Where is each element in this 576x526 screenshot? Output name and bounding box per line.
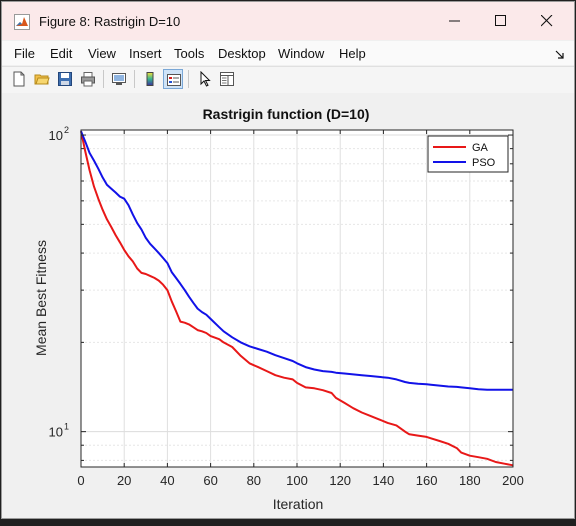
menu-bar (2, 41, 574, 65)
series-line-ga[interactable] (80, 130, 514, 467)
series-line-pso[interactable] (80, 130, 513, 391)
minimize-button[interactable] (432, 2, 478, 40)
legend-label-ga: GA (472, 142, 489, 154)
property-inspector-button[interactable] (217, 69, 237, 89)
save-icon (58, 72, 72, 86)
open-file-button[interactable] (32, 69, 52, 89)
menu-help[interactable]: Help (339, 46, 366, 61)
window-title: Figure 8: Rastrigin D=10 (39, 14, 181, 29)
menu-file[interactable]: File (14, 46, 35, 61)
tick-marks (80, 130, 514, 467)
open-file-icon (34, 74, 50, 85)
y-tick-label: 10 (49, 425, 63, 440)
x-tick-label: 100 (286, 473, 308, 488)
minimize-icon (449, 20, 460, 22)
link-plot-button[interactable] (109, 69, 129, 89)
x-tick-label: 40 (160, 473, 174, 488)
grid-lines (81, 130, 513, 467)
x-tick-label: 80 (247, 473, 261, 488)
property-inspector-icon (220, 72, 234, 86)
new-figure-icon (13, 71, 25, 87)
dock-arrow-icon[interactable] (555, 47, 565, 59)
y-tick-label-exponent: 2 (64, 125, 69, 135)
menu-desktop[interactable]: Desktop (218, 46, 266, 61)
title-bar[interactable]: Figure 8: Rastrigin D=10 (2, 2, 574, 40)
maximize-button[interactable] (478, 2, 524, 40)
colorbar-icon (146, 72, 154, 86)
x-tick-label: 140 (373, 473, 395, 488)
close-button[interactable] (524, 2, 570, 40)
y-tick-label: 10 (49, 128, 63, 143)
new-figure-button[interactable] (9, 69, 29, 89)
x-tick-label: 200 (502, 473, 524, 488)
chart-title: Rastrigin function (D=10) (203, 106, 370, 122)
series-layer (80, 130, 514, 467)
figure-canvas[interactable]: Rastrigin function (D=10) 0 20 40 60 80 100 12… (2, 93, 574, 519)
insert-colorbar-button[interactable] (140, 69, 160, 89)
insert-legend-button[interactable] (163, 69, 183, 89)
toolbar (2, 66, 574, 94)
menu-window[interactable]: Window (278, 46, 325, 61)
pointer-icon (200, 71, 211, 87)
toolbar-separator (103, 70, 104, 88)
legend-icon (167, 74, 181, 86)
menu-insert[interactable]: Insert (129, 46, 162, 61)
y-tick-label-exponent: 1 (64, 422, 69, 432)
x-tick-label: 120 (329, 473, 351, 488)
print-button[interactable] (78, 69, 98, 89)
menu-tools[interactable]: Tools (174, 46, 205, 61)
x-axis-label: Iteration (273, 496, 324, 512)
toolbar-separator (188, 70, 189, 88)
x-tick-label: 160 (416, 473, 438, 488)
maximize-icon (495, 15, 506, 26)
legend-label-pso: PSO (472, 157, 496, 169)
legend-box (427, 135, 509, 173)
menu-edit[interactable]: Edit (50, 46, 73, 61)
edit-plot-button[interactable] (195, 69, 215, 89)
y-axis-label: Mean Best Fitness (33, 240, 49, 356)
x-tick-label: 60 (203, 473, 217, 488)
x-tick-label: 180 (459, 473, 481, 488)
save-button[interactable] (55, 69, 75, 89)
link-plot-icon (112, 73, 126, 85)
print-icon (81, 72, 95, 87)
x-tick-label: 20 (117, 473, 131, 488)
close-icon (541, 15, 553, 27)
menu-view[interactable]: View (88, 46, 116, 61)
x-tick-label: 0 (77, 473, 84, 488)
figure-area: Rastrigin function (D=10) 0 20 40 60 80 100 12… (2, 93, 574, 519)
x-tick-labels: 0 20 40 60 80 100 120 140 160 180 200 (77, 473, 523, 488)
matlab-icon (14, 14, 30, 30)
legend[interactable]: GA PSO (427, 135, 509, 173)
toolbar-separator (134, 70, 135, 88)
